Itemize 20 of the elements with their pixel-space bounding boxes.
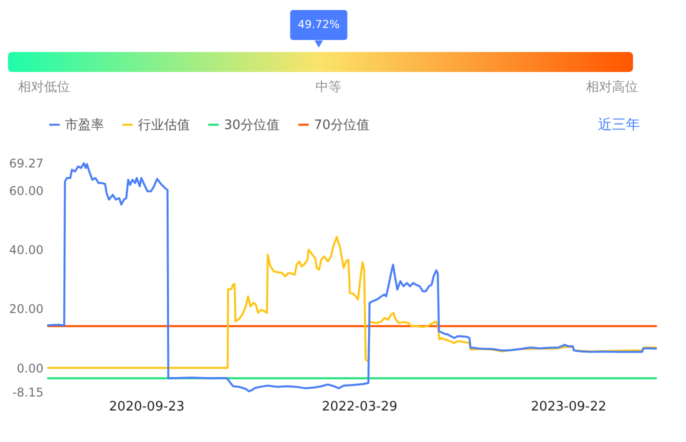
x-tick-label: 2022-03-29 [322,400,398,414]
y-tick-label: 40.00 [9,243,44,258]
y-tick-label: 69.27 [9,156,44,170]
text: 相对高位 [586,79,638,95]
legend-label: 市盈率 [65,116,104,133]
line-series [47,162,657,392]
text: 相对低位 [18,80,70,95]
x-tick-label: 2020-09-23 [109,400,185,414]
data-label: 49.72% [298,18,340,31]
y-tick-label: 0.00 [16,361,44,376]
text: 中等 [316,80,342,95]
text: 近三年 [598,117,640,133]
y-tick-label: 60.00 [9,184,44,198]
y-tick-label: -8.15 [12,386,44,400]
y-tick-label: 20.00 [9,302,44,316]
x-tick-label: 2023-09-22 [530,400,606,414]
legend-label: 行业估值 [138,118,190,133]
line-series [47,236,657,369]
legend-label: 30分位值 [224,118,280,133]
legend-label: 70分位值 [314,118,370,133]
